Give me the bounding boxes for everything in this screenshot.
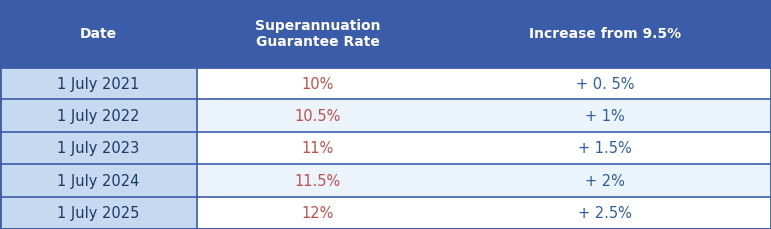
- Text: 1 July 2022: 1 July 2022: [57, 109, 140, 123]
- Bar: [197, 68, 439, 100]
- Bar: [0, 197, 197, 229]
- Bar: [439, 164, 771, 197]
- Text: 1 July 2025: 1 July 2025: [57, 205, 140, 220]
- Text: 1 July 2024: 1 July 2024: [57, 173, 140, 188]
- Bar: [439, 132, 771, 164]
- Bar: [0, 68, 197, 100]
- Text: 11%: 11%: [302, 141, 334, 156]
- Text: 12%: 12%: [302, 205, 334, 220]
- Text: Date: Date: [79, 27, 117, 41]
- Text: 11.5%: 11.5%: [295, 173, 341, 188]
- Text: + 2.5%: + 2.5%: [578, 205, 632, 220]
- Bar: [197, 100, 439, 132]
- Text: 1 July 2021: 1 July 2021: [57, 76, 140, 91]
- Bar: [197, 0, 439, 68]
- Bar: [439, 68, 771, 100]
- Bar: [197, 132, 439, 164]
- Text: + 2%: + 2%: [585, 173, 625, 188]
- Bar: [0, 100, 197, 132]
- Text: Superannuation
Guarantee Rate: Superannuation Guarantee Rate: [255, 19, 381, 49]
- Text: + 0. 5%: + 0. 5%: [576, 76, 635, 91]
- Text: 10.5%: 10.5%: [295, 109, 342, 123]
- Text: 10%: 10%: [302, 76, 334, 91]
- Bar: [197, 164, 439, 197]
- Text: + 1%: + 1%: [585, 109, 625, 123]
- Text: Increase from 9.5%: Increase from 9.5%: [529, 27, 682, 41]
- Bar: [0, 0, 197, 68]
- Bar: [439, 0, 771, 68]
- Bar: [197, 197, 439, 229]
- Bar: [0, 164, 197, 197]
- Bar: [0, 132, 197, 164]
- Bar: [439, 197, 771, 229]
- Bar: [439, 100, 771, 132]
- Text: + 1.5%: + 1.5%: [578, 141, 632, 156]
- Text: 1 July 2023: 1 July 2023: [57, 141, 140, 156]
